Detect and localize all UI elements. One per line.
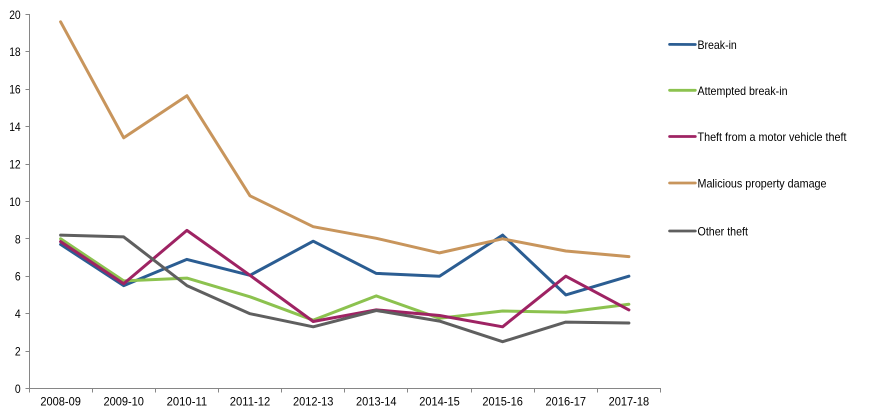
svg-text:2011-12: 2011-12 [230,395,271,409]
svg-text:2012-13: 2012-13 [293,395,334,409]
svg-text:8: 8 [15,232,21,246]
svg-text:2017-18: 2017-18 [609,395,650,409]
svg-text:2014-15: 2014-15 [419,395,460,409]
svg-text:2015-16: 2015-16 [482,395,523,409]
svg-text:0: 0 [15,382,21,396]
svg-text:14: 14 [9,120,21,134]
svg-text:12: 12 [9,158,21,172]
svg-text:2016-17: 2016-17 [546,395,587,409]
svg-text:6: 6 [15,270,21,284]
svg-text:Theft from a motor vehicle the: Theft from a motor vehicle theft [698,130,848,144]
svg-text:2010-11: 2010-11 [167,395,208,409]
svg-text:Attempted break-in: Attempted break-in [698,84,788,98]
svg-text:20: 20 [9,8,21,22]
svg-text:2008-09: 2008-09 [40,395,81,409]
svg-text:2: 2 [15,345,21,359]
svg-text:2009-10: 2009-10 [103,395,144,409]
svg-text:Malicious property damage: Malicious property damage [698,177,827,191]
svg-text:18: 18 [9,45,21,59]
svg-text:2013-14: 2013-14 [356,395,397,409]
svg-text:4: 4 [15,307,21,321]
svg-text:Other theft: Other theft [698,225,749,239]
svg-text:16: 16 [9,83,21,97]
svg-text:10: 10 [9,195,21,209]
svg-text:Break-in: Break-in [698,38,737,52]
